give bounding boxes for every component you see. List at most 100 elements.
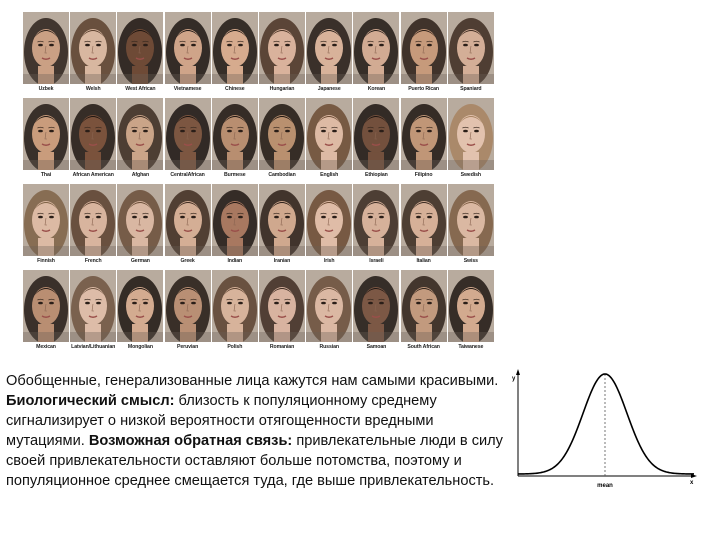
face-cell: African American: [70, 98, 117, 182]
face-label: African American: [72, 172, 114, 178]
face-label: Korean: [367, 86, 386, 92]
face-cell: Spaniard: [447, 12, 494, 96]
face-portrait: [353, 270, 400, 342]
bell-curve: [517, 373, 694, 475]
face-cell: German: [117, 184, 164, 268]
face-portrait: [23, 184, 69, 256]
face-cell: Russian: [306, 270, 353, 354]
face-label: Puerto Rican: [408, 86, 439, 92]
caption-bold-biological-meaning: Биологический смысл:: [6, 393, 175, 409]
face-label: West African: [125, 86, 156, 92]
face-cell: Mexican: [23, 270, 69, 354]
face-portrait: [164, 184, 211, 256]
face-portrait: [70, 12, 117, 84]
x-axis-label: x: [690, 480, 694, 486]
face-label: Romanian: [269, 344, 295, 350]
face-cell: Israeli: [353, 184, 400, 268]
face-cell: Uzbek: [23, 12, 69, 96]
face-cell: Korean: [353, 12, 400, 96]
face-cell: Finnish: [23, 184, 69, 268]
face-portrait: [117, 98, 164, 170]
face-portrait: [259, 184, 305, 256]
face-label: Italian: [416, 258, 431, 264]
face-label: Welsh: [85, 86, 101, 92]
face-cell: Cambodian: [259, 98, 305, 182]
face-portrait: [164, 98, 211, 170]
face-portrait: [400, 270, 447, 342]
face-label: Hungarian: [269, 86, 295, 92]
face-label: Filipino: [414, 172, 433, 178]
face-cell: French: [70, 184, 117, 268]
face-label: Spaniard: [460, 86, 482, 92]
face-portrait: [117, 12, 164, 84]
face-portrait: [164, 12, 211, 84]
face-label: Mongolian: [127, 344, 153, 350]
face-label: Samoan: [366, 344, 387, 350]
x-axis-arrow: [691, 474, 697, 478]
face-portrait: [70, 98, 117, 170]
face-label: Burmese: [224, 172, 246, 178]
face-portrait: [211, 98, 258, 170]
face-cell: Hungarian: [259, 12, 305, 96]
caption-part-3: привлекательные люди в силу своей привле…: [6, 433, 503, 489]
face-cell: Latvian/Lithuanian: [70, 270, 117, 354]
face-portrait: [400, 184, 447, 256]
face-label: Taiwanese: [458, 344, 484, 350]
caption-part-1: Обобщенные, генерализованные лица кажутс…: [6, 373, 499, 389]
face-cell: Chinese: [211, 12, 258, 96]
face-cell: Indian: [211, 184, 258, 268]
face-portrait: [211, 270, 258, 342]
face-portrait: [211, 184, 258, 256]
face-label: Cambodian: [268, 172, 296, 178]
face-portrait: [164, 270, 211, 342]
face-label: Greek: [180, 258, 195, 264]
face-cell: Greek: [164, 184, 211, 268]
face-portrait: [259, 12, 305, 84]
face-portrait: [23, 12, 69, 84]
face-label: Uzbek: [38, 86, 54, 92]
face-label: CentralAfrican: [170, 172, 205, 178]
face-label: Ethiopian: [365, 172, 388, 178]
face-cell: Japanese: [306, 12, 353, 96]
caption-part-2: близость к популяционному среднему сигна…: [6, 393, 437, 449]
face-portrait: [306, 98, 353, 170]
face-portrait: [306, 184, 353, 256]
face-portrait: [400, 98, 447, 170]
face-label: Peruvian: [177, 344, 199, 350]
face-cell: Filipino: [400, 98, 447, 182]
y-axis-label: y: [512, 376, 516, 382]
face-portrait: [400, 12, 447, 84]
face-cell: Afghan: [117, 98, 164, 182]
face-cell: Vietnamese: [164, 12, 211, 96]
face-cell: CentralAfrican: [164, 98, 211, 182]
bell-curve-chart: y x mean: [512, 369, 697, 489]
face-portrait: [306, 12, 353, 84]
face-label: Mexican: [36, 344, 56, 350]
face-cell: Mongolian: [117, 270, 164, 354]
face-cell: West African: [117, 12, 164, 96]
face-portrait: [353, 184, 400, 256]
face-cell: Swedish: [447, 98, 494, 182]
face-cell: Peruvian: [164, 270, 211, 354]
face-portrait: [353, 12, 400, 84]
face-portrait: [211, 12, 258, 84]
face-label: Iranian: [273, 258, 291, 264]
face-cell: South African: [400, 270, 447, 354]
face-label: Afghan: [131, 172, 150, 178]
caption-text: Обобщенные, генерализованные лица кажутс…: [6, 371, 506, 491]
caption-bold-feedback: Возможная обратная связь:: [88, 433, 293, 449]
face-label: Russian: [319, 344, 339, 350]
face-label: South African: [407, 344, 440, 350]
face-portrait: [447, 12, 494, 84]
face-label: French: [84, 258, 102, 264]
mean-label: mean: [597, 483, 613, 489]
face-cell: Puerto Rican: [400, 12, 447, 96]
face-label: German: [130, 258, 150, 264]
face-portrait: [447, 98, 494, 170]
face-portrait: [306, 270, 353, 342]
face-portrait: [117, 270, 164, 342]
face-label: Latvian/Lithuanian: [71, 344, 116, 350]
face-cell: Burmese: [211, 98, 258, 182]
face-label: Thai: [40, 172, 52, 178]
face-label: Chinese: [225, 86, 245, 92]
